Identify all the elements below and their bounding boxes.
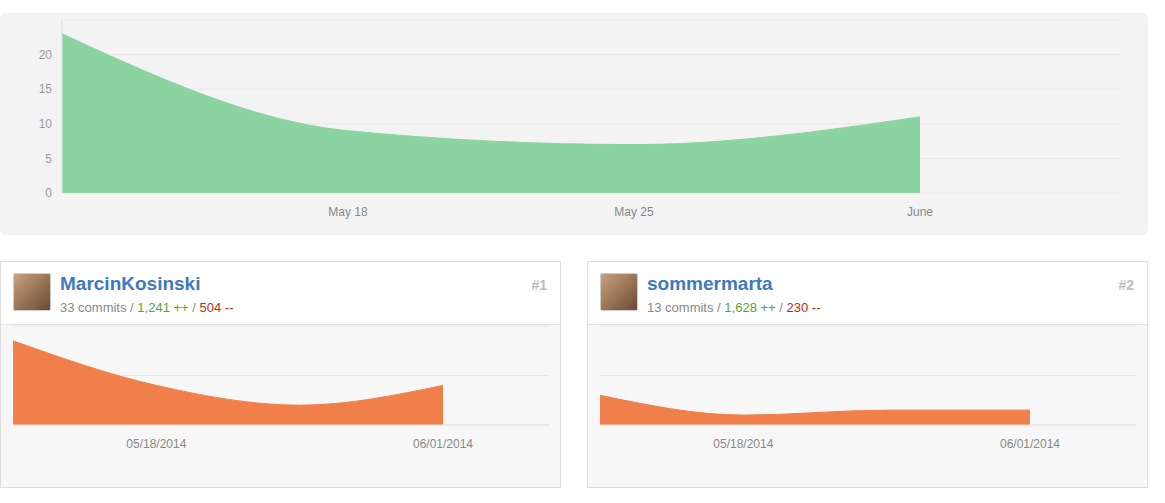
svg-text:06/01/2014: 06/01/2014 <box>413 437 473 451</box>
svg-text:10: 10 <box>39 117 53 131</box>
html-text:13 commits / 1,628 ++ / 230 --: 13 commits / 1,628 ++ / 230 -- <box>647 300 821 315</box>
svg-text:5: 5 <box>45 152 52 166</box>
svg-text:15: 15 <box>39 82 53 96</box>
svg-text:06/01/2014: 06/01/2014 <box>1000 437 1060 451</box>
html-text:#2: #2 <box>1118 277 1134 293</box>
html-text:#1: #1 <box>531 277 547 293</box>
svg-text:05/18/2014: 05/18/2014 <box>713 437 773 451</box>
svg-text:May 18: May 18 <box>328 205 368 219</box>
svg-text:05/18/2014: 05/18/2014 <box>126 437 186 451</box>
html-text:33 commits / 1,241 ++ / 504 --: 33 commits / 1,241 ++ / 504 -- <box>60 300 234 315</box>
html-text:MarcinKosinski: MarcinKosinski <box>60 273 201 294</box>
svg-text:20: 20 <box>39 48 53 62</box>
svg-text:June: June <box>907 205 933 219</box>
html-text:sommermarta: sommermarta <box>647 273 773 294</box>
svg-text:May 25: May 25 <box>614 205 654 219</box>
svg-text:0: 0 <box>45 186 52 200</box>
